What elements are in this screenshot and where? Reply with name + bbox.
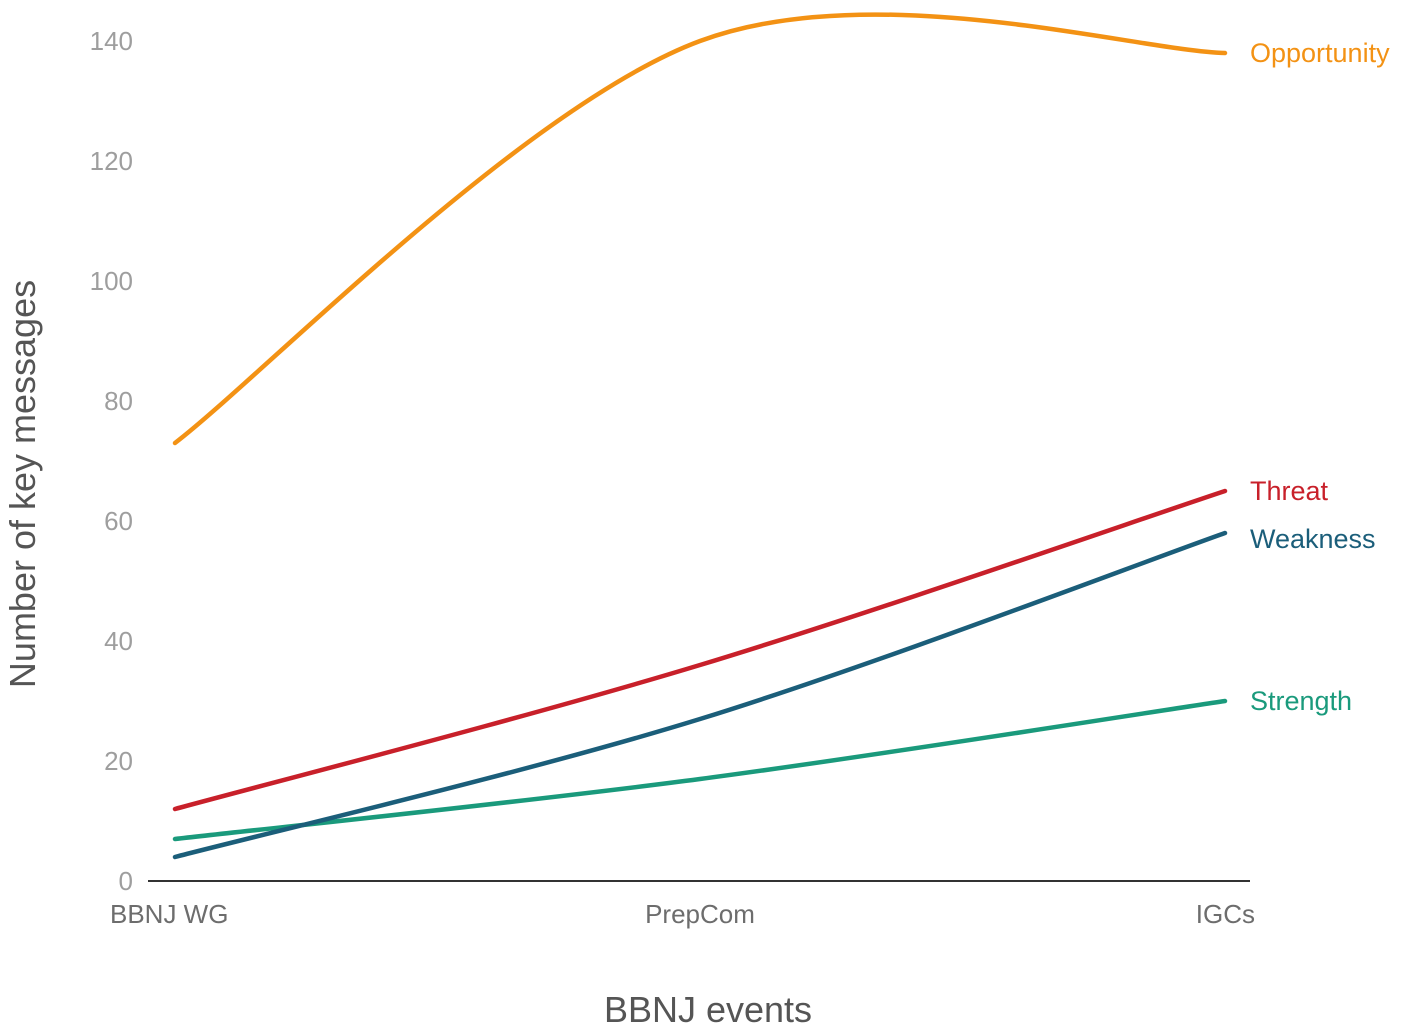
x-axis-categories: BBNJ WG PrepCom IGCs xyxy=(110,899,1255,929)
y-tick-label: 100 xyxy=(90,266,133,296)
y-tick-label: 140 xyxy=(90,26,133,56)
series-labels: Opportunity Threat Weakness Strength xyxy=(1250,38,1390,716)
x-axis-title: BBNJ events xyxy=(604,989,812,1030)
y-tick-label: 60 xyxy=(104,506,133,536)
series-lines xyxy=(172,12,1228,860)
weakness-line xyxy=(172,530,1228,860)
y-axis-ticks: 0 20 40 60 80 100 120 140 xyxy=(90,26,133,896)
opportunity-label: Opportunity xyxy=(1250,38,1390,68)
y-tick-label: 20 xyxy=(104,746,133,776)
y-tick-label: 40 xyxy=(104,626,133,656)
x-category-label: PrepCom xyxy=(645,899,755,929)
strength-label: Strength xyxy=(1250,686,1352,716)
x-category-label: BBNJ WG xyxy=(110,899,228,929)
y-tick-label: 0 xyxy=(119,866,133,896)
threat-label: Threat xyxy=(1250,476,1329,506)
weakness-label: Weakness xyxy=(1250,524,1376,554)
y-tick-label: 80 xyxy=(104,386,133,416)
y-tick-label: 120 xyxy=(90,146,133,176)
x-category-label: IGCs xyxy=(1196,899,1255,929)
threat-line xyxy=(172,488,1228,812)
opportunity-line xyxy=(172,12,1228,446)
y-axis-title: Number of key messages xyxy=(2,280,43,688)
